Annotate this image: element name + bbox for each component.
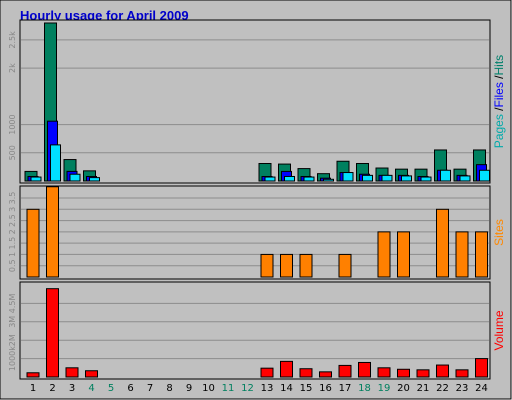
- hour-label: 17: [339, 383, 352, 394]
- hour-label: 8: [166, 383, 172, 394]
- hour-axis: 1 2 3 4 5 6 7 8 9 10 11 12 13 14 15 16 17 18 19 20 21 22 23 24: [30, 383, 488, 394]
- volume-volume-bar: [260, 367, 274, 378]
- hits-pages-bar: [440, 169, 451, 182]
- y-tick-label: 500: [8, 145, 17, 160]
- sites-sites-bar: [455, 231, 469, 278]
- hour-label: 12: [241, 383, 254, 394]
- y-tick-label: 3.5: [8, 192, 17, 205]
- hits-pages-bar: [459, 175, 471, 182]
- hour-label: 10: [202, 383, 215, 394]
- sites-sites-bar: [46, 186, 59, 278]
- hour-label: 2: [49, 383, 55, 394]
- y-tick-label: 2.5k: [8, 31, 17, 49]
- hits-pages-bar: [381, 174, 393, 182]
- hour-label: 19: [378, 383, 391, 394]
- hits-pages-bar: [50, 144, 61, 182]
- hits-pages-bar: [303, 176, 315, 182]
- sites-sites-bar: [260, 253, 274, 278]
- y-tick-label: 1: [8, 252, 17, 257]
- sites-sites-bar: [397, 231, 410, 278]
- hour-label: 18: [358, 383, 371, 394]
- hour-label: 5: [108, 383, 114, 394]
- volume-volume-bar: [319, 371, 332, 378]
- sites-sites-bar: [26, 208, 40, 278]
- volume-volume-bar: [338, 364, 352, 378]
- volume-volume-bar: [377, 367, 391, 378]
- hour-label: 13: [261, 383, 274, 394]
- hour-label: 22: [436, 383, 449, 394]
- hits-pages-bar: [89, 177, 100, 182]
- panel-hits-box: [19, 19, 491, 184]
- panel-sites: 0.5 1 1.5 2 2.5 3 3.5 Sites: [8, 185, 506, 280]
- hour-label: 16: [319, 383, 332, 394]
- volume-volume-bar: [85, 370, 98, 378]
- panel-hits-label: Pages /Files /Hits: [492, 55, 506, 148]
- hits-pages-bar: [420, 176, 432, 182]
- y-tick-label: 2M: [8, 334, 17, 346]
- volume-volume-bar: [280, 360, 293, 378]
- panel-volume-label: Volume: [492, 310, 506, 350]
- hour-label: 21: [417, 383, 430, 394]
- hits-pages-bar: [284, 175, 295, 182]
- hits-pages-bar: [30, 176, 42, 182]
- panel-volume-box: [19, 281, 491, 380]
- sites-sites-bar: [338, 253, 352, 278]
- hour-label: 7: [147, 383, 153, 394]
- volume-volume-bar: [397, 368, 410, 378]
- chart-title: Hourly usage for April 2009: [20, 8, 189, 23]
- sites-sites-bar: [299, 253, 313, 278]
- hour-label: 9: [186, 383, 192, 394]
- y-tick-label: 2.5: [8, 214, 17, 227]
- sites-sites-bar: [436, 208, 449, 278]
- chart-panels: 500 1000 2k 2.5k Pages /Files /Hits 0.5 1 1.5 2 2…: [8, 19, 506, 380]
- hits-pages-bar: [479, 169, 490, 182]
- volume-volume-bar: [46, 288, 59, 378]
- volume-volume-bar: [65, 367, 79, 378]
- y-tick-label: 1.5: [8, 237, 17, 250]
- volume-volume-bar: [299, 368, 313, 378]
- y-tick-label: 1000: [8, 114, 17, 134]
- volume-volume-bar: [26, 372, 40, 378]
- panel-sites-box: [19, 185, 491, 280]
- hour-label: 11: [222, 383, 235, 394]
- hour-label: 23: [456, 383, 469, 394]
- y-tick-label: 3M: [8, 316, 17, 328]
- y-tick-label: 1000k: [8, 346, 17, 371]
- hour-label: 24: [475, 383, 488, 394]
- hits-pages-bar: [69, 173, 81, 182]
- hour-label: 3: [69, 383, 75, 394]
- volume-volume-bar: [436, 364, 449, 378]
- hour-label: 14: [280, 383, 293, 394]
- hour-label: 20: [397, 383, 410, 394]
- hits-pages-bar: [401, 175, 412, 182]
- y-tick-label: 2k: [8, 63, 17, 73]
- hits-pages-bar: [342, 172, 354, 182]
- hour-label: 15: [300, 383, 313, 394]
- hits-pages-bar: [323, 178, 334, 182]
- y-tick-label: 0.5: [8, 259, 17, 272]
- sites-sites-bar: [475, 231, 488, 278]
- volume-volume-bar: [416, 369, 430, 378]
- volume-volume-bar: [475, 358, 488, 378]
- y-tick-label: 3: [8, 207, 17, 212]
- hits-pages-bar: [362, 174, 373, 182]
- volume-volume-bar: [455, 369, 469, 378]
- sites-sites-bar: [280, 253, 293, 278]
- sites-sites-bar: [377, 231, 391, 278]
- panel-hits: 500 1000 2k 2.5k Pages /Files /Hits: [8, 19, 506, 184]
- hour-label: 1: [30, 383, 36, 394]
- hour-label: 6: [127, 383, 133, 394]
- y-tick-label: 2: [8, 229, 17, 234]
- hour-label: 4: [88, 383, 94, 394]
- y-tick-label: 4.5M: [8, 293, 17, 313]
- hits-pages-bar: [264, 176, 276, 182]
- volume-volume-bar: [358, 361, 371, 378]
- panel-sites-label: Sites: [492, 219, 506, 246]
